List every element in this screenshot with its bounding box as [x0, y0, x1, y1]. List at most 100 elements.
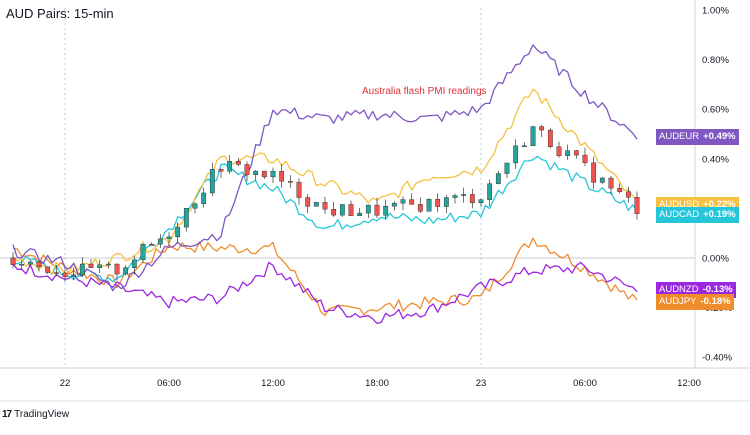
candle-body: [88, 263, 94, 268]
price-tag-audeur: AUDEUR +0.49%: [656, 129, 739, 145]
price-tag-audcad: AUDCAD +0.19%: [656, 207, 739, 223]
candle-body: [383, 206, 389, 216]
candle-body: [461, 194, 467, 196]
candle-body: [591, 162, 597, 183]
price-tag-value: -0.18%: [700, 296, 731, 307]
candle-body: [157, 238, 163, 245]
price-tag-symbol: AUDEUR: [659, 131, 700, 142]
candle-body: [261, 170, 267, 178]
candle-body: [504, 162, 510, 174]
candle-body: [45, 266, 51, 273]
candle-body: [322, 202, 328, 210]
candle-body: [478, 199, 484, 204]
x-tick-label: 23: [476, 378, 487, 389]
candle-body: [625, 191, 631, 198]
candle-body: [279, 171, 285, 182]
candle-body: [417, 204, 423, 212]
candle-body: [435, 198, 441, 207]
candle-body: [183, 208, 189, 228]
price-tag-symbol: AUDUSD: [659, 199, 700, 210]
candle-body: [235, 160, 241, 165]
series-line-audeur: [12, 44, 638, 292]
candle-body: [495, 173, 501, 184]
candle-body: [391, 202, 397, 207]
x-tick-label: 06:00: [157, 378, 181, 389]
candle-body: [166, 236, 172, 240]
candle-body: [400, 199, 406, 204]
price-tag-value: +0.49%: [703, 131, 736, 142]
candle-body: [487, 183, 493, 200]
price-tag-value: +0.22%: [703, 199, 736, 210]
candle-body: [201, 192, 207, 205]
candle-body: [339, 204, 345, 216]
candle-body: [608, 177, 614, 189]
candle-body: [53, 272, 59, 274]
candle-body: [530, 126, 536, 146]
candle-body: [348, 204, 354, 216]
candle-body: [71, 274, 77, 277]
candle-body: [105, 263, 111, 266]
candle-body: [556, 146, 562, 156]
candle-body: [227, 160, 233, 172]
candle-body: [123, 267, 129, 275]
chart-title: AUD Pairs: 15-min: [6, 6, 114, 21]
x-tick-label: 06:00: [573, 378, 597, 389]
candle-body: [443, 197, 449, 207]
annotation-pmi: Australia flash PMI readings: [362, 86, 487, 97]
tradingview-text: TradingView: [14, 409, 70, 420]
candle-body: [19, 263, 25, 266]
candle-body: [62, 272, 68, 277]
candle-body: [331, 209, 337, 216]
candle-body: [287, 181, 293, 183]
candle-body: [253, 170, 259, 175]
series-line-audjpy: [12, 237, 638, 317]
candle-body: [97, 264, 103, 268]
candle-body: [573, 150, 579, 156]
y-tick-label: 0.40%: [702, 154, 729, 165]
y-tick-label: 0.60%: [702, 105, 729, 116]
candle-body: [469, 194, 475, 204]
candle-body: [27, 261, 33, 265]
x-tick-label: 18:00: [365, 378, 389, 389]
y-tick-label: 1.00%: [702, 6, 729, 17]
candle-body: [513, 145, 519, 164]
candle-body: [114, 263, 120, 275]
x-tick-label: 22: [60, 378, 71, 389]
candle-body: [192, 203, 198, 209]
candle-body: [79, 263, 85, 276]
price-tag-symbol: AUDJPY: [659, 296, 697, 307]
candle-body: [305, 197, 311, 207]
y-tick-label: 0.80%: [702, 55, 729, 66]
candle-body: [209, 169, 215, 194]
candle-body: [313, 202, 319, 207]
price-tag-value: +0.19%: [703, 209, 736, 220]
candle-body: [140, 243, 146, 261]
y-tick-label: 0.00%: [702, 254, 729, 265]
candle-body: [365, 204, 371, 214]
candle-body: [270, 171, 276, 178]
candle-body: [599, 177, 605, 183]
candle-body: [374, 204, 380, 216]
price-tag-value: -0.13%: [702, 284, 733, 295]
x-tick-label: 12:00: [261, 378, 285, 389]
candle-body: [426, 198, 432, 212]
candle-body: [617, 187, 623, 192]
candle-body: [10, 257, 16, 265]
series-line-audusd: [12, 88, 638, 275]
candle-body: [131, 259, 137, 268]
candle-body: [218, 169, 224, 172]
tradingview-branding[interactable]: 17 TradingView: [2, 409, 69, 420]
candle-body: [296, 181, 302, 198]
candle-body: [634, 197, 640, 214]
candle-body: [539, 126, 545, 131]
candle-body: [452, 195, 458, 198]
series-line-audcad: [12, 155, 638, 283]
candle-body: [175, 226, 181, 238]
candle-body: [149, 243, 155, 246]
candle-body: [582, 154, 588, 164]
candle-body: [547, 129, 553, 148]
price-tag-audjpy: AUDJPY -0.18%: [656, 294, 734, 310]
candle-body: [409, 199, 415, 205]
